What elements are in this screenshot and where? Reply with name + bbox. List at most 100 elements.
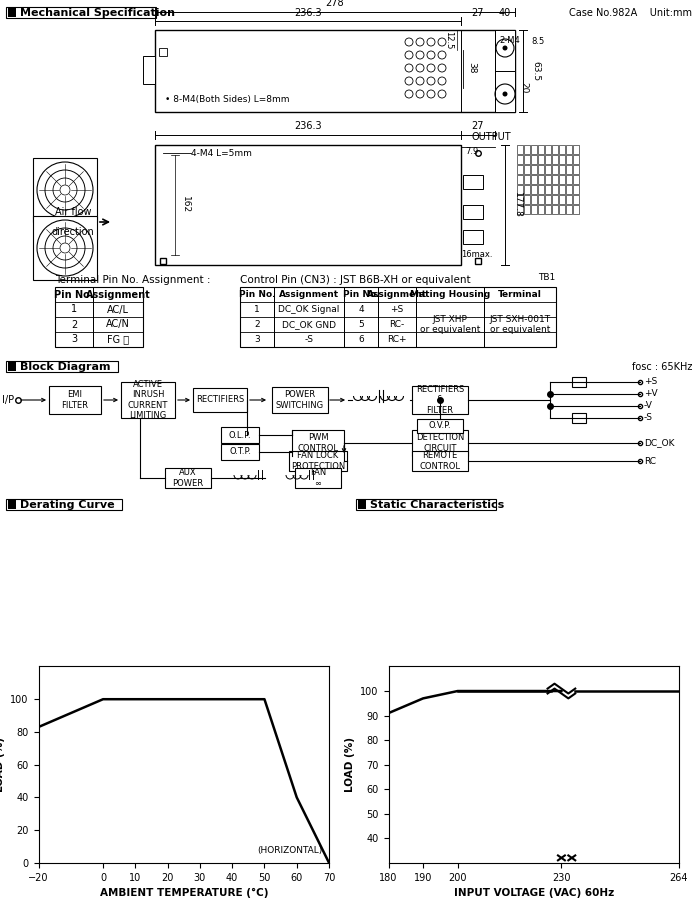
Text: AC/N: AC/N (106, 320, 130, 330)
Bar (531, 195, 537, 204)
Bar (155, 145, 461, 265)
Text: RC-: RC- (389, 320, 405, 329)
Bar (566, 195, 572, 204)
Text: DC_OK GND: DC_OK GND (282, 320, 336, 329)
Text: OUTPUT: OUTPUT (471, 132, 510, 142)
Text: 16max.: 16max. (461, 250, 493, 259)
X-axis label: INPUT VOLTAGE (VAC) 60Hz: INPUT VOLTAGE (VAC) 60Hz (454, 888, 614, 898)
Text: RECTIFIERS
&
FILTER: RECTIFIERS & FILTER (416, 385, 464, 415)
Text: Assignment: Assignment (85, 289, 150, 299)
Text: Control Pin (CN3) : JST B6B-XH or equivalent: Control Pin (CN3) : JST B6B-XH or equiva… (240, 275, 470, 285)
Text: 20: 20 (519, 81, 528, 93)
Bar (573, 165, 579, 174)
Text: O.L.P.: O.L.P. (229, 431, 251, 439)
Bar (566, 175, 572, 184)
Text: 8.5: 8.5 (531, 37, 545, 47)
Bar (221, 427, 259, 443)
Text: TB1: TB1 (538, 273, 556, 282)
Text: -S: -S (644, 414, 653, 423)
Bar (292, 430, 344, 456)
Bar (417, 419, 463, 433)
Bar (240, 287, 556, 347)
Text: +S: +S (391, 305, 404, 314)
Bar (159, 48, 167, 56)
Bar (272, 387, 328, 413)
Bar (538, 145, 544, 154)
Text: DC_OK Signal: DC_OK Signal (279, 305, 340, 314)
Bar (524, 145, 530, 154)
Bar (545, 175, 551, 184)
Text: FG ⌓: FG ⌓ (107, 334, 129, 344)
Bar (524, 185, 530, 194)
Bar (49, 386, 101, 414)
Text: Assignment: Assignment (367, 290, 427, 299)
Bar (517, 155, 523, 164)
Text: JST SXH-001T
or equivalent: JST SXH-001T or equivalent (489, 315, 551, 334)
Bar (545, 205, 551, 214)
Bar (559, 165, 565, 174)
Bar (412, 430, 468, 456)
Text: • 8-M4(Both Sides) L=8mm: • 8-M4(Both Sides) L=8mm (165, 95, 290, 104)
Bar (538, 195, 544, 204)
Text: 1: 1 (71, 305, 77, 314)
Bar (358, 500, 366, 509)
Bar (356, 499, 496, 510)
Bar (6, 499, 122, 510)
Text: 63.5: 63.5 (531, 61, 540, 81)
Circle shape (503, 91, 507, 97)
Bar (524, 195, 530, 204)
Bar (121, 382, 175, 418)
Circle shape (503, 46, 507, 50)
Bar (412, 451, 468, 471)
Text: 5: 5 (358, 320, 364, 329)
Bar (538, 155, 544, 164)
Text: 6: 6 (358, 335, 364, 344)
Text: direction: direction (52, 227, 94, 237)
Bar (155, 30, 515, 112)
Text: 2: 2 (254, 320, 260, 329)
Text: 3: 3 (71, 334, 77, 344)
Bar (573, 175, 579, 184)
Bar (552, 185, 558, 194)
Bar (517, 205, 523, 214)
Text: DC_OK: DC_OK (644, 438, 675, 447)
Bar (559, 155, 565, 164)
Text: EMI
FILTER: EMI FILTER (62, 390, 88, 410)
Text: JST XHP
or equivalent: JST XHP or equivalent (420, 315, 480, 334)
Bar (552, 165, 558, 174)
Text: O.V.P.: O.V.P. (428, 422, 452, 431)
Y-axis label: LOAD (%): LOAD (%) (0, 737, 5, 792)
Text: AC/L: AC/L (107, 305, 129, 314)
Text: 12.5: 12.5 (444, 31, 453, 49)
Bar (538, 175, 544, 184)
Text: Terminal: Terminal (498, 290, 542, 299)
Text: 177.8: 177.8 (513, 192, 522, 218)
Bar (463, 230, 483, 244)
Bar (538, 185, 544, 194)
Bar (495, 30, 515, 71)
Bar (289, 451, 347, 471)
Bar (8, 500, 16, 509)
Bar (463, 205, 483, 219)
Bar (552, 175, 558, 184)
Bar (517, 195, 523, 204)
Bar (573, 185, 579, 194)
Text: DETECTION
CIRCUIT: DETECTION CIRCUIT (416, 434, 464, 453)
Text: RC: RC (644, 456, 656, 466)
X-axis label: AMBIENT TEMPERATURE (°C): AMBIENT TEMPERATURE (°C) (99, 888, 268, 898)
Text: 27: 27 (472, 121, 484, 131)
Text: +V: +V (644, 390, 657, 398)
Bar (572, 413, 586, 423)
Text: 7.9: 7.9 (465, 146, 478, 155)
Bar (538, 205, 544, 214)
Text: 162: 162 (181, 196, 190, 214)
Bar (559, 195, 565, 204)
Text: O.T.P.: O.T.P. (229, 447, 251, 456)
Bar (531, 175, 537, 184)
Text: 236.3: 236.3 (294, 8, 322, 18)
Text: 3: 3 (254, 335, 260, 344)
Bar (573, 195, 579, 204)
Bar (517, 175, 523, 184)
Text: Pin No.: Pin No. (239, 290, 275, 299)
Text: 1: 1 (254, 305, 260, 314)
